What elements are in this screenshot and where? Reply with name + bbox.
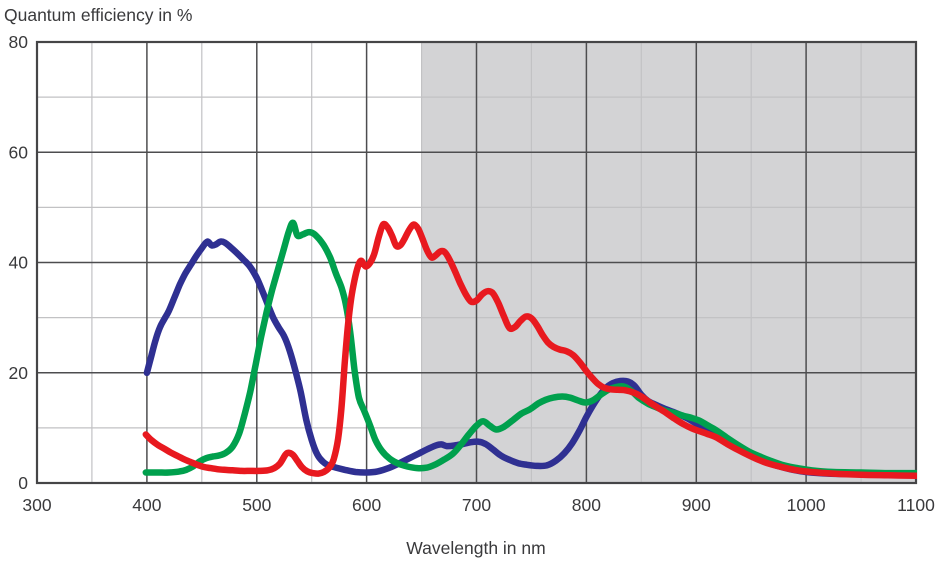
- x-tick-label: 600: [352, 495, 381, 515]
- chart-title: Quantum efficiency in %: [4, 5, 192, 25]
- x-tick-label: 1100: [897, 495, 935, 515]
- y-tick-label: 0: [18, 473, 28, 493]
- x-tick-label: 700: [462, 495, 491, 515]
- x-tick-label: 1000: [787, 495, 826, 515]
- curves: [142, 219, 917, 480]
- y-tick-label: 40: [9, 253, 29, 273]
- x-axis-label: Wavelength in nm: [406, 538, 545, 558]
- green-channel-curve: [142, 219, 917, 477]
- x-tick-label: 300: [22, 495, 51, 515]
- y-tick-label: 80: [9, 32, 29, 52]
- x-tick-label: 400: [132, 495, 161, 515]
- y-tick-label: 20: [9, 363, 29, 383]
- x-tick-label: 900: [682, 495, 711, 515]
- y-tick-label: 60: [9, 142, 29, 162]
- x-tick-label: 500: [242, 495, 271, 515]
- red-channel-curve: [142, 220, 917, 480]
- plot-area: [35, 40, 918, 485]
- plot-frame: [35, 40, 918, 485]
- tick-labels: 300 400 500 600 700 800 900 1000 1100 0 20 40 60 80: [9, 32, 936, 515]
- x-tick-label: 800: [572, 495, 601, 515]
